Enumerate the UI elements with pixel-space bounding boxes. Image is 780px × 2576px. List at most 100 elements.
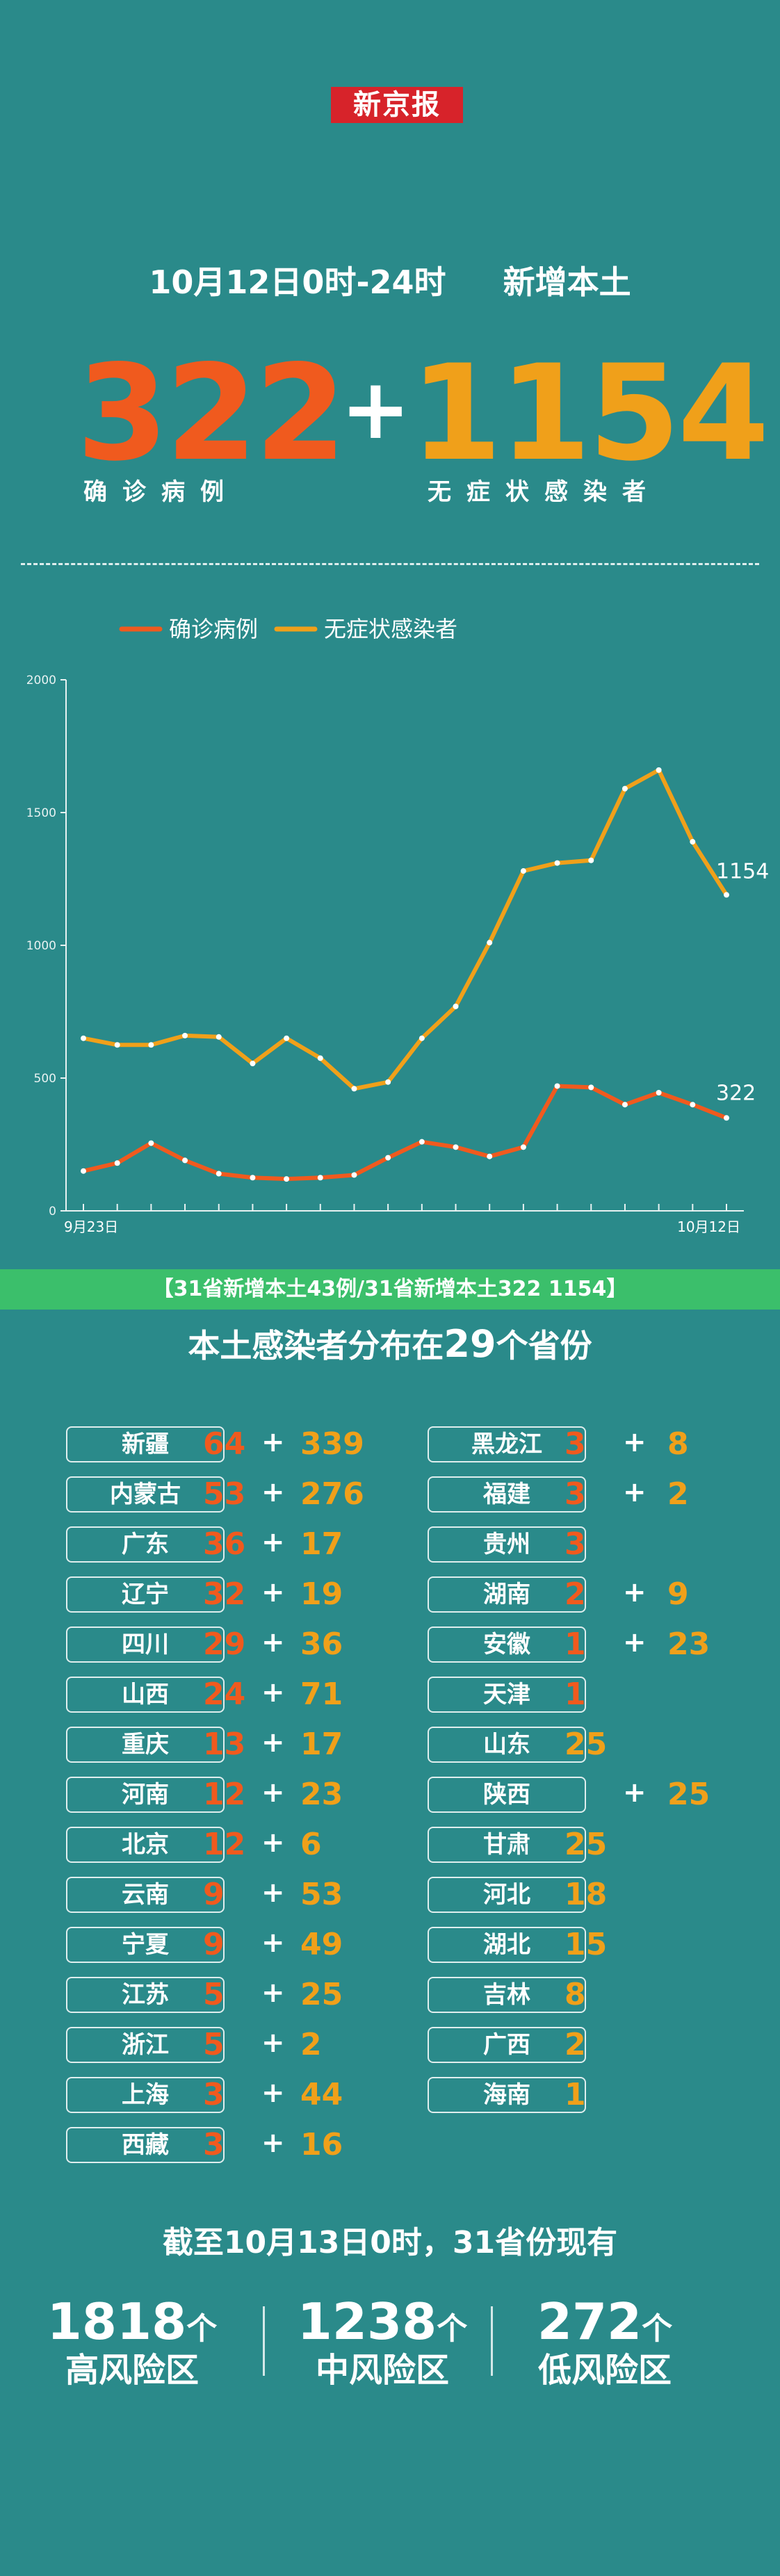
province-name: 甘肃 [428, 1827, 586, 1863]
province-name: 安徽 [428, 1627, 586, 1663]
data-point [216, 1034, 222, 1040]
province-asymptomatic: 25 [564, 1827, 608, 1862]
headline: 10月12日0时-24时 新增本土 [0, 257, 780, 303]
low-risk-count: 272个 [537, 2292, 673, 2351]
data-point [554, 1083, 560, 1089]
province-name: 吉林 [428, 1977, 586, 2013]
province-name: 山东 [428, 1727, 586, 1763]
province-plus: + [261, 1877, 285, 1909]
province-name: 广西 [428, 2027, 586, 2063]
asymptomatic-total: 1154 [410, 336, 770, 490]
data-point [690, 839, 696, 845]
province-name: 新疆 [66, 1426, 225, 1462]
province-name: 云南 [66, 1877, 225, 1913]
data-point [419, 1139, 425, 1145]
province-asymptomatic: 15 [564, 1927, 608, 1962]
series-line-asymptomatic [83, 767, 729, 1091]
province-asymptomatic: 16 [300, 2127, 343, 2162]
distribution-title-number: 29 [444, 1322, 496, 1366]
high-risk-count: 1818个 [47, 2292, 218, 2351]
province-confirmed: 13 [203, 1727, 246, 1762]
data-point [419, 1035, 425, 1041]
data-point [621, 785, 628, 792]
province-name: 宁夏 [66, 1927, 225, 1963]
data-point [250, 1175, 256, 1181]
province-confirmed: 9 [203, 1927, 225, 1962]
province-asymptomatic: 2 [667, 1476, 689, 1512]
data-point [182, 1032, 188, 1038]
province-asymptomatic: 25 [667, 1777, 710, 1812]
data-point [284, 1176, 290, 1182]
data-point [216, 1171, 222, 1177]
risk-divider [263, 2306, 265, 2376]
province-name: 天津 [428, 1677, 586, 1713]
province-plus: + [623, 1777, 647, 1809]
data-point [385, 1079, 391, 1085]
province-name: 河北 [428, 1877, 586, 1913]
medium-risk-label: 中风险区 [315, 2351, 449, 2390]
province-asymptomatic: 8 [564, 1977, 586, 2012]
confirmed-caption: 确诊病例 [83, 478, 239, 506]
data-point [656, 767, 662, 773]
medium-risk-count: 1238个 [297, 2292, 468, 2351]
data-point [317, 1175, 323, 1181]
province-confirmed: 53 [203, 1476, 246, 1512]
province-plus: + [623, 1476, 647, 1508]
data-point [81, 1168, 86, 1174]
province-name: 内蒙古 [66, 1476, 225, 1513]
y-tick-label: 0 [49, 1205, 56, 1218]
province-plus: + [261, 1977, 285, 2009]
data-point [148, 1042, 154, 1048]
province-plus: + [261, 1827, 285, 1859]
province-plus: + [261, 1677, 285, 1709]
province-name: 黑龙江 [428, 1426, 586, 1462]
plus-sign: + [341, 361, 411, 458]
province-asymptomatic: 18 [564, 1877, 608, 1912]
x-tick-label-start: 9月23日 [64, 1218, 118, 1235]
province-plus: + [623, 1576, 647, 1608]
province-confirmed: 3 [564, 1526, 586, 1562]
y-tick-label: 500 [34, 1072, 56, 1086]
province-name: 福建 [428, 1476, 586, 1513]
province-asymptomatic: 19 [300, 1576, 343, 1612]
headline-date: 10月12日0时-24时 [149, 263, 446, 301]
y-tick-label: 1000 [26, 939, 56, 953]
province-name: 浙江 [66, 2027, 225, 2063]
province-name: 江苏 [66, 1977, 225, 2013]
data-point [148, 1140, 154, 1146]
province-name: 上海 [66, 2077, 225, 2113]
series-end-label: 322 [716, 1081, 756, 1105]
data-point [588, 857, 594, 863]
province-asymptomatic: 6 [300, 1827, 322, 1862]
province-confirmed: 2 [564, 1576, 586, 1612]
province-asymptomatic: 49 [300, 1927, 343, 1962]
province-plus: + [623, 1627, 647, 1658]
risk-divider [491, 2306, 493, 2376]
province-asymptomatic: 8 [667, 1426, 689, 1462]
confirmed-total: 322 [76, 336, 347, 490]
province-confirmed: 3 [203, 2077, 225, 2112]
series-line-confirmed [83, 1084, 728, 1182]
data-point [554, 860, 560, 866]
province-asymptomatic: 44 [300, 2077, 343, 2112]
province-plus: + [261, 1777, 285, 1809]
data-point [284, 1035, 290, 1041]
province-asymptomatic: 23 [300, 1777, 343, 1812]
province-confirmed: 12 [203, 1827, 246, 1862]
low-risk-label: 低风险区 [537, 2351, 672, 2390]
province-confirmed: 24 [203, 1677, 246, 1712]
province-asymptomatic: 25 [564, 1727, 608, 1762]
province-asymptomatic: 2 [564, 2027, 586, 2062]
high-risk-label: 高风险区 [65, 2351, 199, 2390]
province-asymptomatic: 276 [300, 1476, 364, 1512]
province-asymptomatic: 23 [667, 1627, 710, 1662]
province-plus: + [623, 1426, 647, 1458]
series-end-label: 1154 [716, 859, 769, 883]
data-point [81, 1035, 86, 1041]
data-point [520, 1144, 526, 1150]
data-point [487, 1153, 493, 1159]
province-name: 西藏 [66, 2127, 225, 2163]
province-confirmed: 3 [203, 2127, 225, 2162]
province-plus: + [261, 1526, 285, 1558]
asymptomatic-caption: 无症状感染者 [428, 478, 661, 506]
